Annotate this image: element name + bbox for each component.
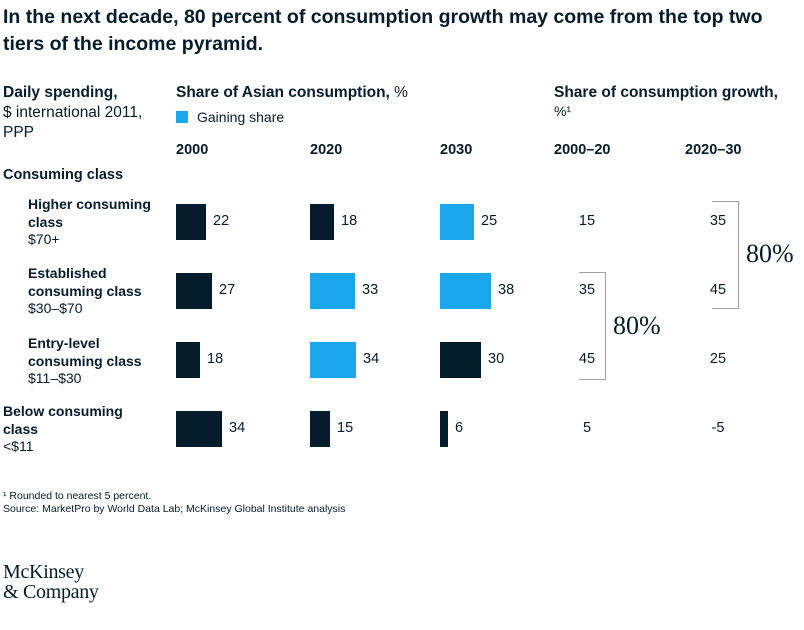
value-label-2020-below: 15 [337,420,354,436]
bar-2000-higher [176,204,206,240]
growth-value-0-below: 5 [582,420,592,436]
daily-spending-unit: $ international 2011, PPP [3,104,143,141]
bracket-2020-30 [712,201,739,309]
row-name-higher: Higher consuming class [28,196,151,230]
annotation-2000-20: 80% [613,311,661,340]
row-label-below: Below consuming class <$11 [3,403,153,456]
value-label-2000-established: 27 [219,282,236,298]
value-label-2030-established: 38 [498,282,515,298]
growth-value-1-established: 45 [709,282,727,298]
value-label-2000-below: 34 [229,420,246,436]
share-title: Share of Asian consumption, [176,84,390,101]
bar-2000-below [176,411,222,447]
legend: Gaining share [176,109,284,125]
value-label-2020-established: 33 [362,282,379,298]
bar-2020-higher [310,204,334,240]
bar-2000-entry [176,342,200,378]
value-label-2030-higher: 25 [481,213,498,229]
logo-line-2: & Company [3,581,99,603]
value-label-2030-below: 6 [455,420,464,436]
daily-spending-header: Daily spending, $ international 2011, PP… [3,83,173,143]
daily-spending-title: Daily spending, [3,84,118,101]
row-range-higher: $70+ [28,231,60,247]
row-label-higher: Higher consuming class $70+ [28,196,158,249]
row-name-entry: Entry-level consuming class [28,335,142,369]
row-range-below: <$11 [3,438,34,454]
period-header-2000-20: 2000–20 [554,142,611,158]
growth-value-0-established: 35 [578,282,596,298]
bar-2030-entry [440,342,481,378]
growth-value-1-entry: 25 [709,351,727,367]
year-header-2030: 2030 [440,142,473,158]
growth-header: Share of consumption growth, [554,84,778,101]
share-header: Share of Asian consumption, % [176,83,536,103]
growth-value-1-higher: 35 [709,213,727,229]
share-unit: % [389,84,408,101]
value-label-2020-entry: 34 [363,351,380,367]
bar-2030-below [440,411,448,447]
bar-2020-established [310,273,355,309]
row-label-entry: Entry-level consuming class $11–$30 [28,335,158,388]
annotation-2020-30: 80% [746,239,794,268]
bar-2020-below [310,411,330,447]
row-name-below: Below consuming class [3,403,123,437]
year-header-2020: 2020 [310,142,343,158]
value-label-2020-higher: 18 [341,213,358,229]
value-label-2000-entry: 18 [207,351,224,367]
growth-value-0-higher: 15 [578,213,596,229]
row-range-established: $30–$70 [28,300,83,316]
consuming-class-label: Consuming class [3,167,124,183]
value-label-2030-entry: 30 [488,351,505,367]
mckinsey-logo: McKinsey & Company [3,562,99,602]
period-header-2020-30: 2020–30 [685,142,742,158]
value-label-2000-higher: 22 [213,213,230,229]
chart-title: In the next decade, 80 percent of consum… [3,6,763,55]
bracket-2000-20 [579,272,606,380]
row-range-entry: $11–$30 [28,370,82,386]
bar-2020-entry [310,342,356,378]
bar-2030-established [440,273,491,309]
bar-2030-higher [440,204,474,240]
footnote: ¹ Rounded to nearest 5 percent. [3,490,152,502]
bar-2000-established [176,273,212,309]
logo-line-1: McKinsey [3,561,84,583]
year-header-2000: 2000 [176,142,209,158]
legend-swatch [176,111,188,123]
row-label-established: Established consuming class $30–$70 [28,265,158,318]
growth-unit: %¹ [554,103,572,119]
row-name-established: Established consuming class [28,265,142,299]
growth-value-0-entry: 45 [578,351,596,367]
growth-value-1-below: -5 [711,420,725,436]
source-note: Source: MarketPro by World Data Lab; McK… [3,503,346,515]
legend-label: Gaining share [197,109,285,125]
